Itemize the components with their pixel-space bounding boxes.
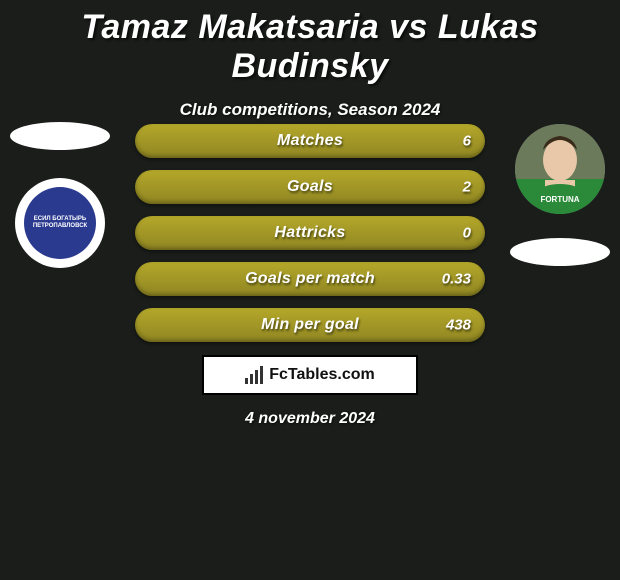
stat-bar: Matches 6 (135, 124, 485, 158)
stat-right-value: 438 (446, 317, 471, 334)
left-player-photo-placeholder (10, 122, 110, 150)
stat-bar: Hattricks 0 (135, 216, 485, 250)
stat-label: Min per goal (261, 316, 359, 334)
right-player-photo: FORTUNA (515, 124, 605, 214)
stat-label: Hattricks (274, 224, 345, 242)
stat-right-value: 6 (463, 133, 471, 150)
stat-right-value: 0 (463, 225, 471, 242)
stat-bar: Goals 2 (135, 170, 485, 204)
fctables-logo: FcTables.com (202, 355, 418, 395)
left-club-badge-text: ЕСИЛ БОГАТЫРЬ ПЕТРОПАВЛОВСК (24, 187, 96, 259)
page-title: Tamaz Makatsaria vs Lukas Budinsky (0, 0, 620, 86)
subtitle: Club competitions, Season 2024 (0, 100, 620, 120)
stat-right-value: 2 (463, 179, 471, 196)
stat-label: Goals per match (245, 270, 375, 288)
player-portrait-icon: FORTUNA (515, 124, 605, 214)
stat-label: Matches (277, 132, 343, 150)
left-player-column: ЕСИЛ БОГАТЫРЬ ПЕТРОПАВЛОВСК (0, 118, 120, 268)
stat-right-value: 0.33 (442, 271, 471, 288)
shirt-sponsor-text: FORTUNA (540, 195, 579, 204)
stat-bars: Matches 6 Goals 2 Hattricks 0 Goals per match 0… (135, 124, 485, 342)
left-club-badge: ЕСИЛ БОГАТЫРЬ ПЕТРОПАВЛОВСК (15, 178, 105, 268)
stat-label: Goals (287, 178, 333, 196)
right-club-badge-placeholder (510, 238, 610, 266)
logo-text: FcTables.com (269, 366, 375, 384)
date-label: 4 november 2024 (0, 410, 620, 428)
logo-bars-icon (245, 366, 263, 384)
stat-bar: Min per goal 438 (135, 308, 485, 342)
stat-bar: Goals per match 0.33 (135, 262, 485, 296)
right-player-column: FORTUNA (500, 118, 620, 266)
